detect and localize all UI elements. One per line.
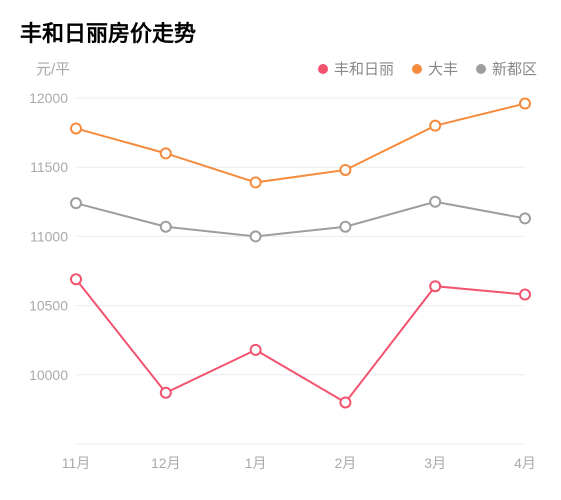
y-tick-label: 10500 <box>29 298 68 314</box>
data-point <box>520 213 530 223</box>
data-point <box>340 165 350 175</box>
legend-item-0: 丰和日丽 <box>318 58 394 79</box>
x-tick-label: 1月 <box>245 455 267 471</box>
chart-svg: 10000 10500 11000 11500 12000 11月 12月 1月 2月 3月 4月 <box>24 90 537 480</box>
data-point <box>430 121 440 131</box>
series-line <box>76 104 525 183</box>
y-tick-label: 12000 <box>29 90 68 106</box>
legend-item-1: 大丰 <box>412 58 458 79</box>
x-tick-label: 12月 <box>151 455 181 471</box>
data-point <box>520 99 530 109</box>
x-tick-label: 11月 <box>62 455 91 471</box>
legend-item-2: 新都区 <box>476 58 537 79</box>
legend-dot-icon <box>412 64 422 74</box>
data-point <box>71 123 81 133</box>
y-tick-label: 11500 <box>30 159 68 175</box>
chart-title: 丰和日丽房价走势 <box>20 16 196 48</box>
y-tick-label: 10000 <box>29 367 68 383</box>
data-point <box>430 197 440 207</box>
x-tick-label: 3月 <box>424 455 446 471</box>
legend-dot-icon <box>476 64 486 74</box>
data-point <box>340 397 350 407</box>
legend-label: 新都区 <box>492 58 537 79</box>
data-point <box>520 290 530 300</box>
y-tick-label: 11000 <box>30 228 68 244</box>
data-point <box>161 148 171 158</box>
data-point <box>71 198 81 208</box>
data-point <box>161 388 171 398</box>
legend-dot-icon <box>318 64 328 74</box>
data-point <box>71 274 81 284</box>
chart-legend: 丰和日丽 大丰 新都区 <box>318 58 537 79</box>
data-point <box>251 345 261 355</box>
data-point <box>251 177 261 187</box>
legend-label: 丰和日丽 <box>334 58 394 79</box>
y-axis-unit: 元/平 <box>36 58 70 79</box>
data-point <box>161 222 171 232</box>
data-point <box>251 231 261 241</box>
data-point <box>430 281 440 291</box>
x-tick-label: 2月 <box>335 455 357 471</box>
chart-area: 10000 10500 11000 11500 12000 11月 12月 1月 2月 3月 4月 <box>24 90 537 480</box>
series-line <box>76 279 525 402</box>
series-line <box>76 202 525 237</box>
data-point <box>340 222 350 232</box>
legend-label: 大丰 <box>428 58 458 79</box>
x-tick-label: 4月 <box>514 455 536 471</box>
